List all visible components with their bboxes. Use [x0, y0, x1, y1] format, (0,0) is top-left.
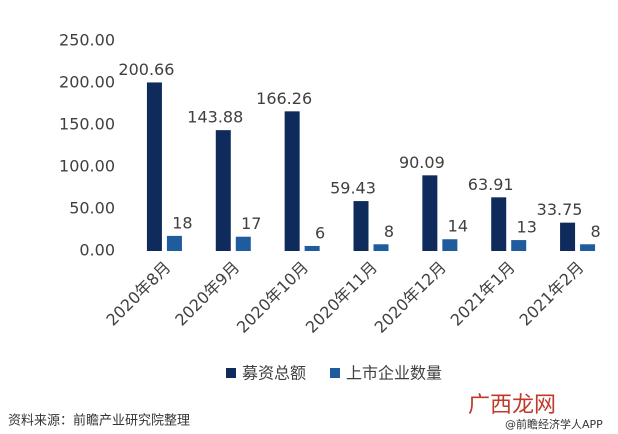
value-label: 8: [590, 222, 600, 241]
bar: [284, 111, 300, 251]
bar: [422, 175, 438, 251]
bar: [491, 197, 507, 251]
x-tick-label: 2020年8月: [102, 258, 174, 330]
value-label: 6: [315, 223, 325, 242]
bar: [560, 222, 576, 251]
value-label: 17: [241, 214, 261, 233]
value-label: 18: [172, 213, 192, 232]
legend-label: 募资总额: [242, 364, 306, 383]
y-tick-label: 0.00: [79, 241, 115, 260]
value-label: 90.09: [399, 153, 445, 172]
legend-swatch: [226, 368, 236, 378]
bar: [373, 244, 389, 251]
bar: [304, 245, 320, 251]
x-tick-label: 2021年2月: [516, 258, 588, 330]
bar: [511, 240, 527, 251]
y-tick-label: 150.00: [59, 115, 115, 134]
value-label: 200.66: [118, 60, 174, 79]
value-label: 33.75: [537, 200, 583, 219]
y-tick-label: 250.00: [59, 31, 115, 50]
x-tick-label: 2021年1月: [447, 258, 519, 330]
value-label: 59.43: [330, 179, 376, 198]
bar: [166, 235, 182, 251]
y-tick-label: 100.00: [59, 157, 115, 176]
y-tick-label: 50.00: [69, 199, 115, 218]
watermark-sub: @前瞻经济学人APP: [505, 417, 603, 431]
value-label: 143.88: [187, 108, 243, 127]
legend-label: 上市企业数量: [346, 364, 442, 383]
bar: [442, 239, 458, 251]
bar: [235, 236, 251, 251]
x-tick-label: 2020年10月: [233, 258, 312, 337]
x-tick-label: 2020年11月: [302, 258, 381, 337]
value-label: 8: [384, 222, 394, 241]
bar: [215, 130, 231, 251]
x-tick-label: 2020年9月: [171, 258, 243, 330]
value-label: 13: [517, 218, 537, 237]
y-tick-label: 200.00: [59, 73, 115, 92]
bar: [580, 244, 596, 251]
source: 资料来源：前瞻产业研究院整理: [8, 413, 190, 429]
bar: [353, 201, 369, 251]
watermark: 广西龙网: [468, 393, 556, 418]
value-label: 166.26: [256, 89, 312, 108]
x-tick-label: 2020年12月: [371, 258, 450, 337]
value-label: 63.91: [468, 175, 514, 194]
bar: [146, 82, 162, 251]
value-label: 14: [448, 217, 468, 236]
legend-swatch: [330, 368, 340, 378]
